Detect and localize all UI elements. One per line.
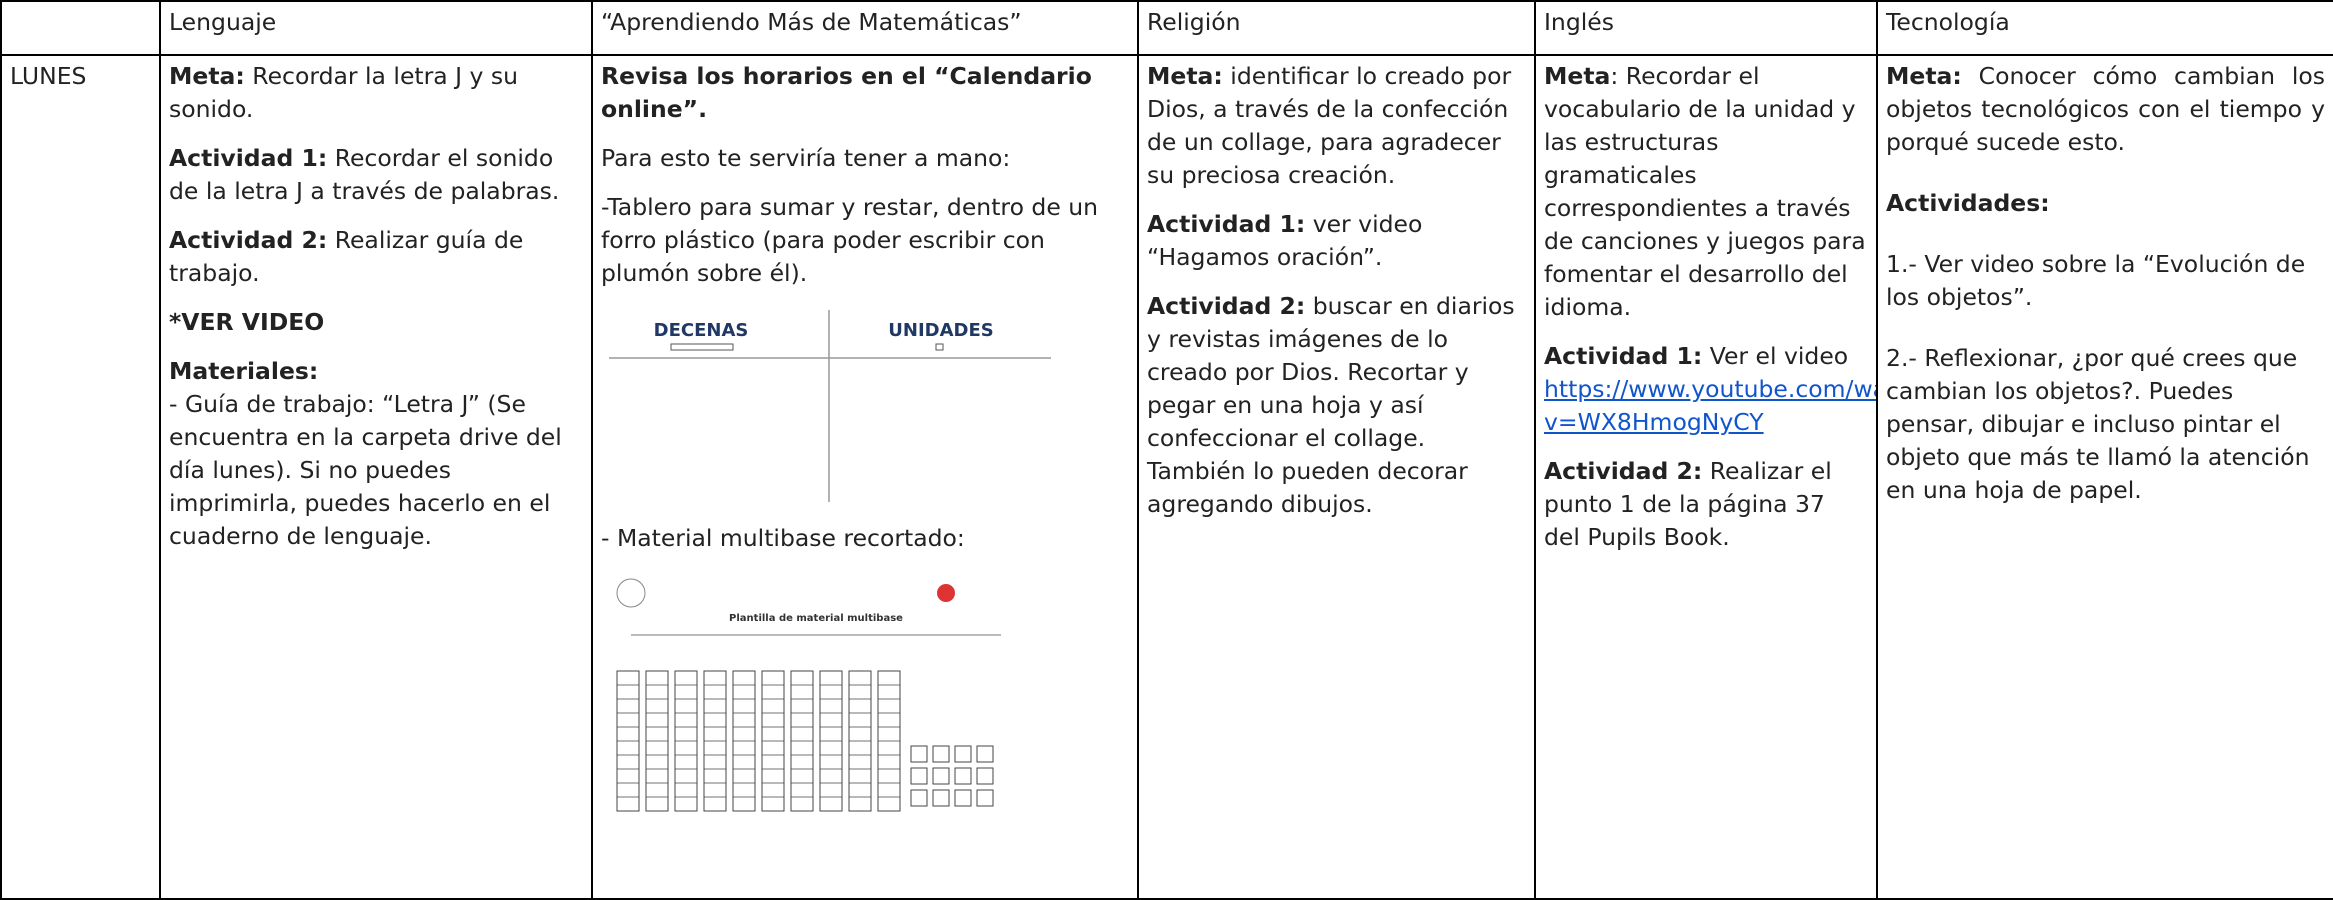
bold-label: Actividades: bbox=[1886, 189, 2050, 217]
paragraph: Meta: Recordar la letra J y su sonido. bbox=[169, 60, 583, 126]
text: - Material multibase recortado: bbox=[601, 524, 965, 552]
unit bbox=[976, 789, 994, 807]
bold-label: Meta: bbox=[1147, 62, 1223, 90]
bold-label: Meta bbox=[1544, 62, 1611, 90]
bold-label: Actividad 1: bbox=[1544, 342, 1703, 370]
logo bbox=[937, 584, 955, 602]
template-title: Plantilla de material multibase bbox=[729, 613, 903, 624]
multibase-image: Plantilla de material multibase bbox=[616, 578, 1001, 812]
text: 1.- Ver video sobre la “Evolución de los… bbox=[1886, 250, 2306, 311]
paragraph: Actividad 1: Recordar el sonido de la le… bbox=[169, 142, 583, 208]
subject-cell: Meta: Recordar la letra J y su sonido. Ac… bbox=[159, 54, 593, 900]
text: ver video “Hagamos oración”. bbox=[1147, 210, 1423, 271]
tablero-label: DECENAS bbox=[654, 320, 749, 341]
tablero-image: DECENAS UNIDADES bbox=[609, 310, 1051, 502]
paragraph: Actividad 1: Ver el video https://www.yo… bbox=[1544, 340, 1875, 439]
unit bbox=[954, 767, 972, 785]
text: -Tablero para sumar y restar, dentro de … bbox=[601, 193, 1099, 287]
video-link[interactable]: https://www.youtube.com/watch?v=WX8HmogN… bbox=[1544, 375, 1875, 436]
column-header: Inglés bbox=[1534, 0, 1878, 56]
paragraph: Revisa los horarios en el “Calendario on… bbox=[601, 60, 1129, 126]
paragraph: Para esto te serviría tener a mano: bbox=[601, 142, 1129, 175]
unit bbox=[932, 789, 950, 807]
bold-label: Meta: bbox=[169, 62, 245, 90]
column-header: Religión bbox=[1137, 0, 1536, 56]
corner-cell bbox=[0, 0, 161, 56]
bold-label: *VER VIDEO bbox=[169, 308, 325, 336]
paragraph: 1.- Ver video sobre la “Evolución de los… bbox=[1886, 248, 2325, 314]
unit bbox=[910, 767, 928, 785]
column-header: Lenguaje bbox=[159, 0, 593, 56]
day-cell: LUNES bbox=[0, 54, 161, 900]
bold-label: Actividad 2: bbox=[1544, 457, 1703, 485]
header-row: Lenguaje “Aprendiendo Más de Matemáticas”… bbox=[0, 0, 2333, 56]
paragraph: Actividad 2: Realizar el punto 1 de la p… bbox=[1544, 455, 1868, 554]
text: 2.- Reflexionar, ¿por qué crees que camb… bbox=[1886, 344, 2310, 504]
bold-label: Meta: bbox=[1886, 62, 1962, 90]
paragraph: Actividad 2: buscar en diarios y revista… bbox=[1147, 290, 1526, 521]
logo bbox=[616, 578, 646, 608]
bold-label: Revisa los horarios en el “Calendario on… bbox=[601, 62, 1092, 123]
text: Conocer cómo cambian los objetos tecnoló… bbox=[1886, 62, 2325, 156]
bold-label: Actividad 2: bbox=[1147, 292, 1306, 320]
subject-cell: Revisa los horarios en el “Calendario on… bbox=[591, 54, 1139, 900]
paragraph: Actividad 2: Realizar guía de trabajo. bbox=[169, 224, 583, 290]
paragraph: Actividad 1: ver video “Hagamos oración”… bbox=[1147, 208, 1526, 274]
paragraph: Meta: identificar lo creado por Dios, a … bbox=[1147, 60, 1526, 192]
subject-cell: Meta: identificar lo creado por Dios, a … bbox=[1137, 54, 1536, 900]
text: buscar en diarios y revistas imágenes de… bbox=[1147, 292, 1515, 518]
column-header: Tecnología bbox=[1876, 0, 2333, 56]
bold-label: Actividad 2: bbox=[169, 226, 328, 254]
text: Ver el video bbox=[1702, 342, 1849, 370]
bold-label: Materiales: bbox=[169, 357, 319, 385]
bold-label: Actividad 1: bbox=[1147, 210, 1306, 238]
text: Recordar el sonido de la letra J a travé… bbox=[169, 144, 560, 205]
paragraph: - Material multibase recortado: bbox=[601, 522, 1129, 555]
text: Realizar el punto 1 de la página 37 del … bbox=[1544, 457, 1832, 551]
text: - Guía de trabajo: “Letra J” (Se encuent… bbox=[169, 390, 562, 550]
unit bbox=[910, 745, 928, 763]
unit bbox=[932, 767, 950, 785]
paragraph: Meta: Recordar el vocabulario de la unid… bbox=[1544, 60, 1868, 324]
column-header: “Aprendiendo Más de Matemáticas” bbox=[591, 0, 1139, 56]
paragraph: *VER VIDEO bbox=[169, 306, 583, 339]
unit bbox=[954, 745, 972, 763]
paragraph: 2.- Reflexionar, ¿por qué crees que camb… bbox=[1886, 342, 2325, 507]
unit bbox=[976, 745, 994, 763]
rod-icon bbox=[670, 343, 734, 351]
unit bbox=[954, 789, 972, 807]
unit bbox=[976, 767, 994, 785]
text: : Recordar el vocabulario de la unidad y… bbox=[1544, 62, 1866, 321]
subject-cell: Meta: Recordar el vocabulario de la unid… bbox=[1534, 54, 1878, 900]
text: Para esto te serviría tener a mano: bbox=[601, 144, 1011, 172]
table-body: LUNES Meta: Recordar la letra J y su soni… bbox=[0, 54, 2333, 900]
unit-icon bbox=[935, 343, 944, 351]
tablero-label: UNIDADES bbox=[888, 320, 993, 341]
bold-label: Actividad 1: bbox=[169, 144, 328, 172]
day-row: LUNES Meta: Recordar la letra J y su soni… bbox=[0, 54, 2333, 900]
paragraph: Actividades: bbox=[1886, 187, 2325, 220]
unit bbox=[910, 789, 928, 807]
text: Realizar guía de trabajo. bbox=[169, 226, 524, 287]
paragraph: Materiales: - Guía de trabajo: “Letra J” … bbox=[169, 355, 583, 553]
text: identificar lo creado por Dios, a través… bbox=[1147, 62, 1512, 189]
paragraph: -Tablero para sumar y restar, dentro de … bbox=[601, 191, 1129, 290]
paragraph: Meta: Conocer cómo cambian los objetos t… bbox=[1886, 60, 2325, 159]
subject-cell: Meta: Conocer cómo cambian los objetos t… bbox=[1876, 54, 2333, 900]
text: Recordar la letra J y su sonido. bbox=[169, 62, 519, 123]
unit bbox=[932, 745, 950, 763]
